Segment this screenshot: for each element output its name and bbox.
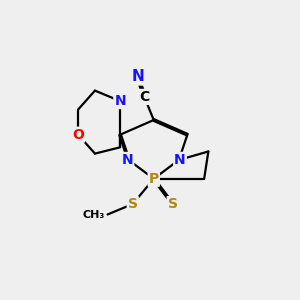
Text: N: N: [122, 153, 133, 167]
Text: N: N: [174, 153, 186, 167]
Text: S: S: [168, 197, 178, 211]
Text: P: P: [148, 172, 159, 186]
Text: CH₃: CH₃: [82, 209, 104, 220]
Text: O: O: [72, 128, 84, 142]
Text: C: C: [139, 90, 149, 104]
Text: N: N: [132, 69, 144, 84]
Text: S: S: [128, 197, 138, 211]
Text: N: N: [114, 94, 126, 108]
